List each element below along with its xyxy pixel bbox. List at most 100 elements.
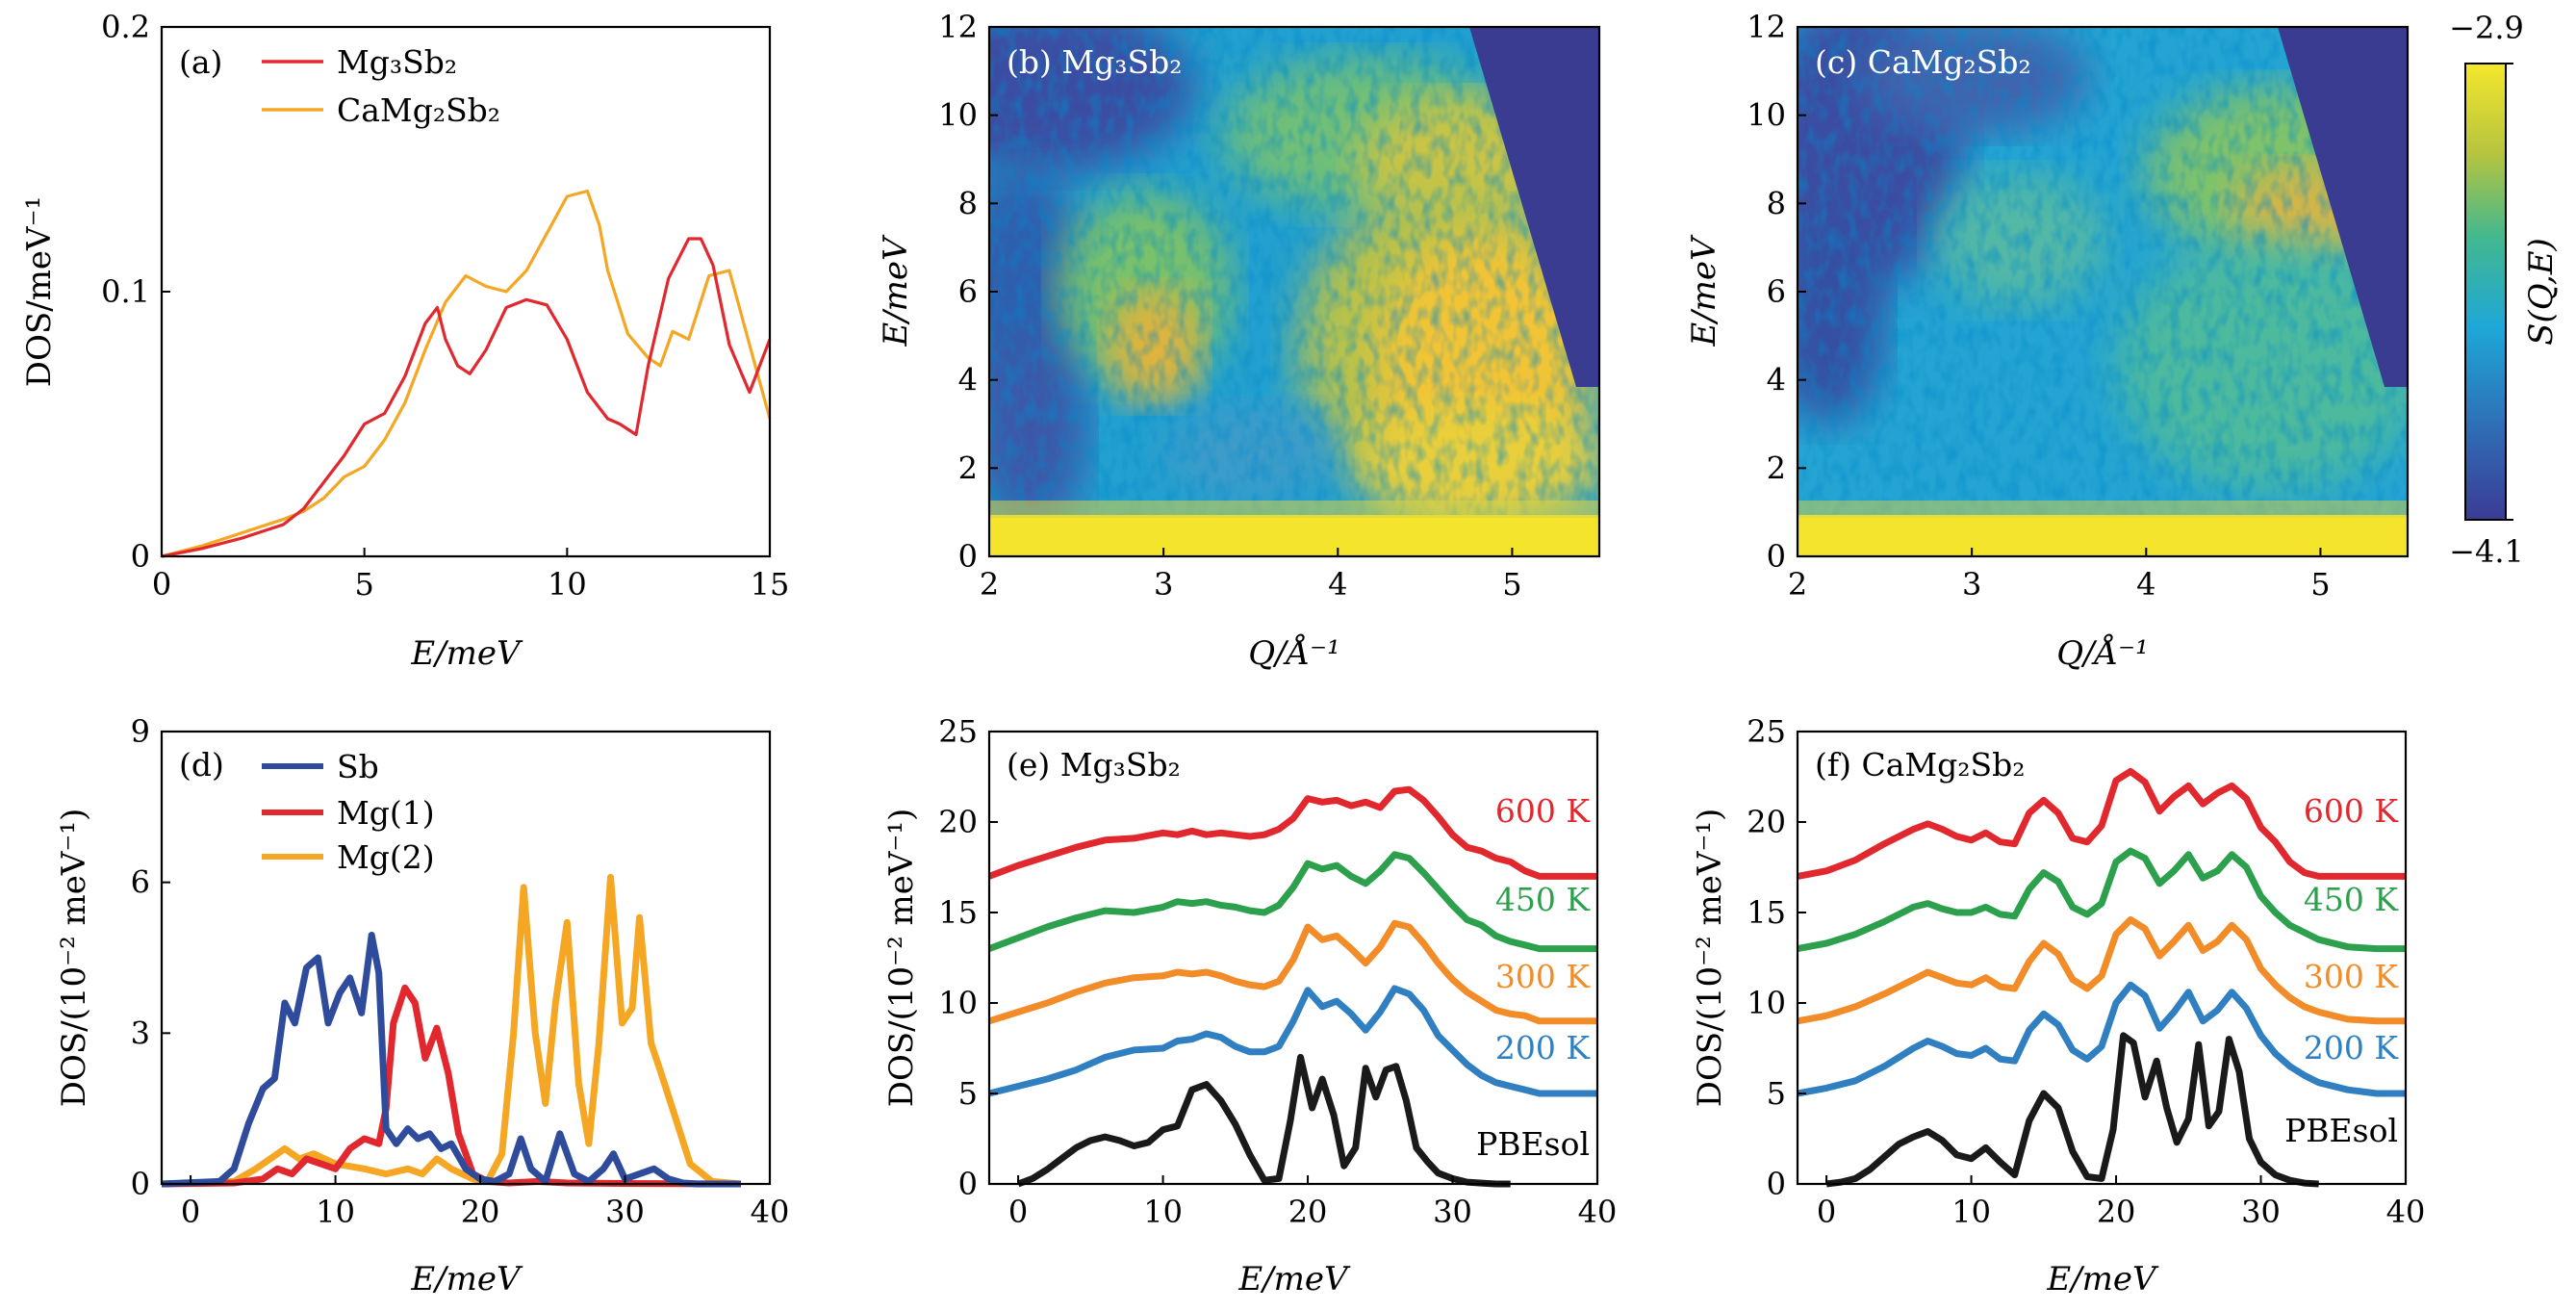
panel-e: (e) Mg₃Sb₂ 600 K 450 K 300 K 200 K PBEso… xyxy=(882,730,1599,1298)
x-tick-label-f: 10 xyxy=(1951,1194,1991,1230)
x-tick-label-e: 0 xyxy=(1008,1194,1028,1230)
x-tick-label-d: 10 xyxy=(316,1194,355,1230)
series-f-200k xyxy=(1797,981,2406,1097)
legend-label-mg1: Mg(1) xyxy=(337,794,435,832)
y-tick-label-b: 10 xyxy=(938,97,978,134)
y-tick-label-b: 2 xyxy=(958,450,978,486)
x-tick-label-f: 30 xyxy=(2241,1194,2281,1230)
y-tick-label-d: 6 xyxy=(131,864,150,901)
label-e-300k: 300 K xyxy=(1495,958,1591,995)
x-axis-label-b: Q/Å⁻¹ xyxy=(1248,633,1339,673)
series-a-mg3sb2 xyxy=(161,237,772,558)
y-tick-label-f: 0 xyxy=(1767,1166,1786,1202)
y-tick-label-e: 0 xyxy=(958,1166,978,1202)
panel-label-d: (d) xyxy=(179,746,224,784)
y-tick-label-f: 15 xyxy=(1747,894,1786,931)
x-axis-label-a: E/meV xyxy=(410,634,523,673)
colorbar-min: −4.1 xyxy=(2449,533,2524,570)
x-axis-label-f: E/meV xyxy=(2046,1260,2159,1298)
y-tick-label-c: 6 xyxy=(1767,273,1786,310)
panel-label-b: (b) Mg₃Sb₂ xyxy=(1007,43,1182,81)
y-tick-label-b: 4 xyxy=(958,362,978,398)
axes-frame-e xyxy=(987,730,1599,1186)
y-tick-label-c: 2 xyxy=(1767,450,1786,486)
y-tick-label-e: 20 xyxy=(938,804,978,840)
label-f-450k: 450 K xyxy=(2304,881,2399,918)
legend-label-camg2sb2: CaMg₂Sb₂ xyxy=(337,91,500,129)
panel-f: (f) CaMg₂Sb₂ 600 K 450 K 300 K 200 K PBE… xyxy=(1691,730,2408,1298)
x-tick-label-a: 5 xyxy=(354,566,373,603)
y-tick-label-c: 10 xyxy=(1747,97,1786,134)
panel-label-a: (a) xyxy=(179,43,222,81)
x-tick-label-c: 4 xyxy=(2136,566,2155,603)
series-f-300k xyxy=(1797,916,2406,1025)
heatmap-b xyxy=(989,27,1599,556)
panel-label-e: (e) Mg₃Sb₂ xyxy=(1007,746,1181,784)
y-tick-label-f: 10 xyxy=(1747,985,1786,1021)
y-tick-label-d: 9 xyxy=(131,713,150,750)
x-tick-label-e: 10 xyxy=(1143,1194,1183,1230)
heatmap-c xyxy=(1798,27,2408,556)
y-tick-label-c: 8 xyxy=(1767,185,1786,221)
y-axis-label-e: DOS/(10⁻² meV⁻¹) xyxy=(882,809,921,1108)
x-tick-label-b: 3 xyxy=(1154,566,1173,603)
y-axis-label-b: E/meV xyxy=(877,234,915,347)
series-e-450k xyxy=(987,851,1597,953)
panel-b: (b) Mg₃Sb₂ Q/Å⁻¹ E/meV xyxy=(877,25,1601,673)
x-tick-label-e: 30 xyxy=(1433,1194,1472,1230)
x-tick-label-b: 4 xyxy=(1328,566,1347,603)
y-tick-label-c: 4 xyxy=(1767,362,1786,398)
series-f-600k xyxy=(1797,767,2406,880)
label-f-pbesol: PBEsol xyxy=(2284,1112,2398,1149)
y-tick-label-b: 8 xyxy=(958,185,978,221)
x-tick-label-a: 0 xyxy=(152,566,171,603)
y-axis-label-c: E/meV xyxy=(1685,234,1723,347)
x-tick-label-d: 30 xyxy=(605,1194,645,1230)
y-tick-label-f: 20 xyxy=(1747,804,1786,840)
x-tick-label-c: 2 xyxy=(1788,566,1807,603)
legend-label-mg3sb2: Mg₃Sb₂ xyxy=(337,43,457,81)
y-tick-label-c: 0 xyxy=(1767,538,1786,575)
y-tick-label-b: 6 xyxy=(958,273,978,310)
x-tick-label-f: 40 xyxy=(2386,1194,2426,1230)
colorbar-gradient xyxy=(2464,63,2507,521)
x-tick-label-d: 20 xyxy=(461,1194,500,1230)
x-axis-label-d: E/meV xyxy=(410,1260,523,1298)
label-f-300k: 300 K xyxy=(2304,958,2399,995)
axes-frame-d xyxy=(160,730,772,1186)
label-e-pbesol: PBEsol xyxy=(1476,1125,1590,1163)
x-axis-label-c: Q/Å⁻¹ xyxy=(2056,633,2148,673)
label-f-600k: 600 K xyxy=(2304,792,2399,830)
x-tick-label-c: 3 xyxy=(1962,566,1981,603)
x-tick-label-b: 5 xyxy=(1502,566,1521,603)
panel-c: (c) CaMg₂Sb₂ Q/Å⁻¹ E/meV xyxy=(1685,25,2410,673)
colorbar-label: S(Q,E) xyxy=(2522,238,2561,346)
x-tick-label-f: 20 xyxy=(2097,1194,2136,1230)
y-tick-label-e: 5 xyxy=(958,1075,978,1112)
label-f-200k: 200 K xyxy=(2304,1029,2399,1067)
panel-d: (d) Sb Mg(1) Mg(2) E/meV DOS/(10⁻² meV⁻¹… xyxy=(55,730,772,1298)
axes-frame-f xyxy=(1796,730,2408,1186)
x-tick-label-e: 40 xyxy=(1578,1194,1618,1230)
x-tick-label-a: 15 xyxy=(751,566,790,603)
y-tick-label-d: 3 xyxy=(131,1015,150,1051)
panel-label-f: (f) CaMg₂Sb₂ xyxy=(1815,746,2025,784)
y-tick-label-a: 0.1 xyxy=(101,273,150,310)
series-d-mg2 xyxy=(161,873,742,1188)
series-d-sb xyxy=(161,932,741,1188)
series-d-mg1 xyxy=(161,984,741,1188)
y-axis-label-d: DOS/(10⁻² meV⁻¹) xyxy=(55,809,93,1108)
y-tick-label-e: 10 xyxy=(938,985,978,1021)
series-e-200k xyxy=(988,985,1597,1097)
y-tick-label-e: 25 xyxy=(938,713,978,750)
label-e-200k: 200 K xyxy=(1495,1029,1591,1067)
x-tick-label-d: 40 xyxy=(751,1194,790,1230)
x-tick-label-d: 0 xyxy=(181,1194,200,1230)
y-tick-label-d: 0 xyxy=(131,1166,150,1202)
y-tick-label-b: 12 xyxy=(938,9,978,45)
y-tick-label-e: 15 xyxy=(938,894,978,931)
series-e-300k xyxy=(987,919,1597,1025)
x-tick-label-c: 5 xyxy=(2310,566,2330,603)
x-axis-label-e: E/meV xyxy=(1237,1260,1351,1298)
